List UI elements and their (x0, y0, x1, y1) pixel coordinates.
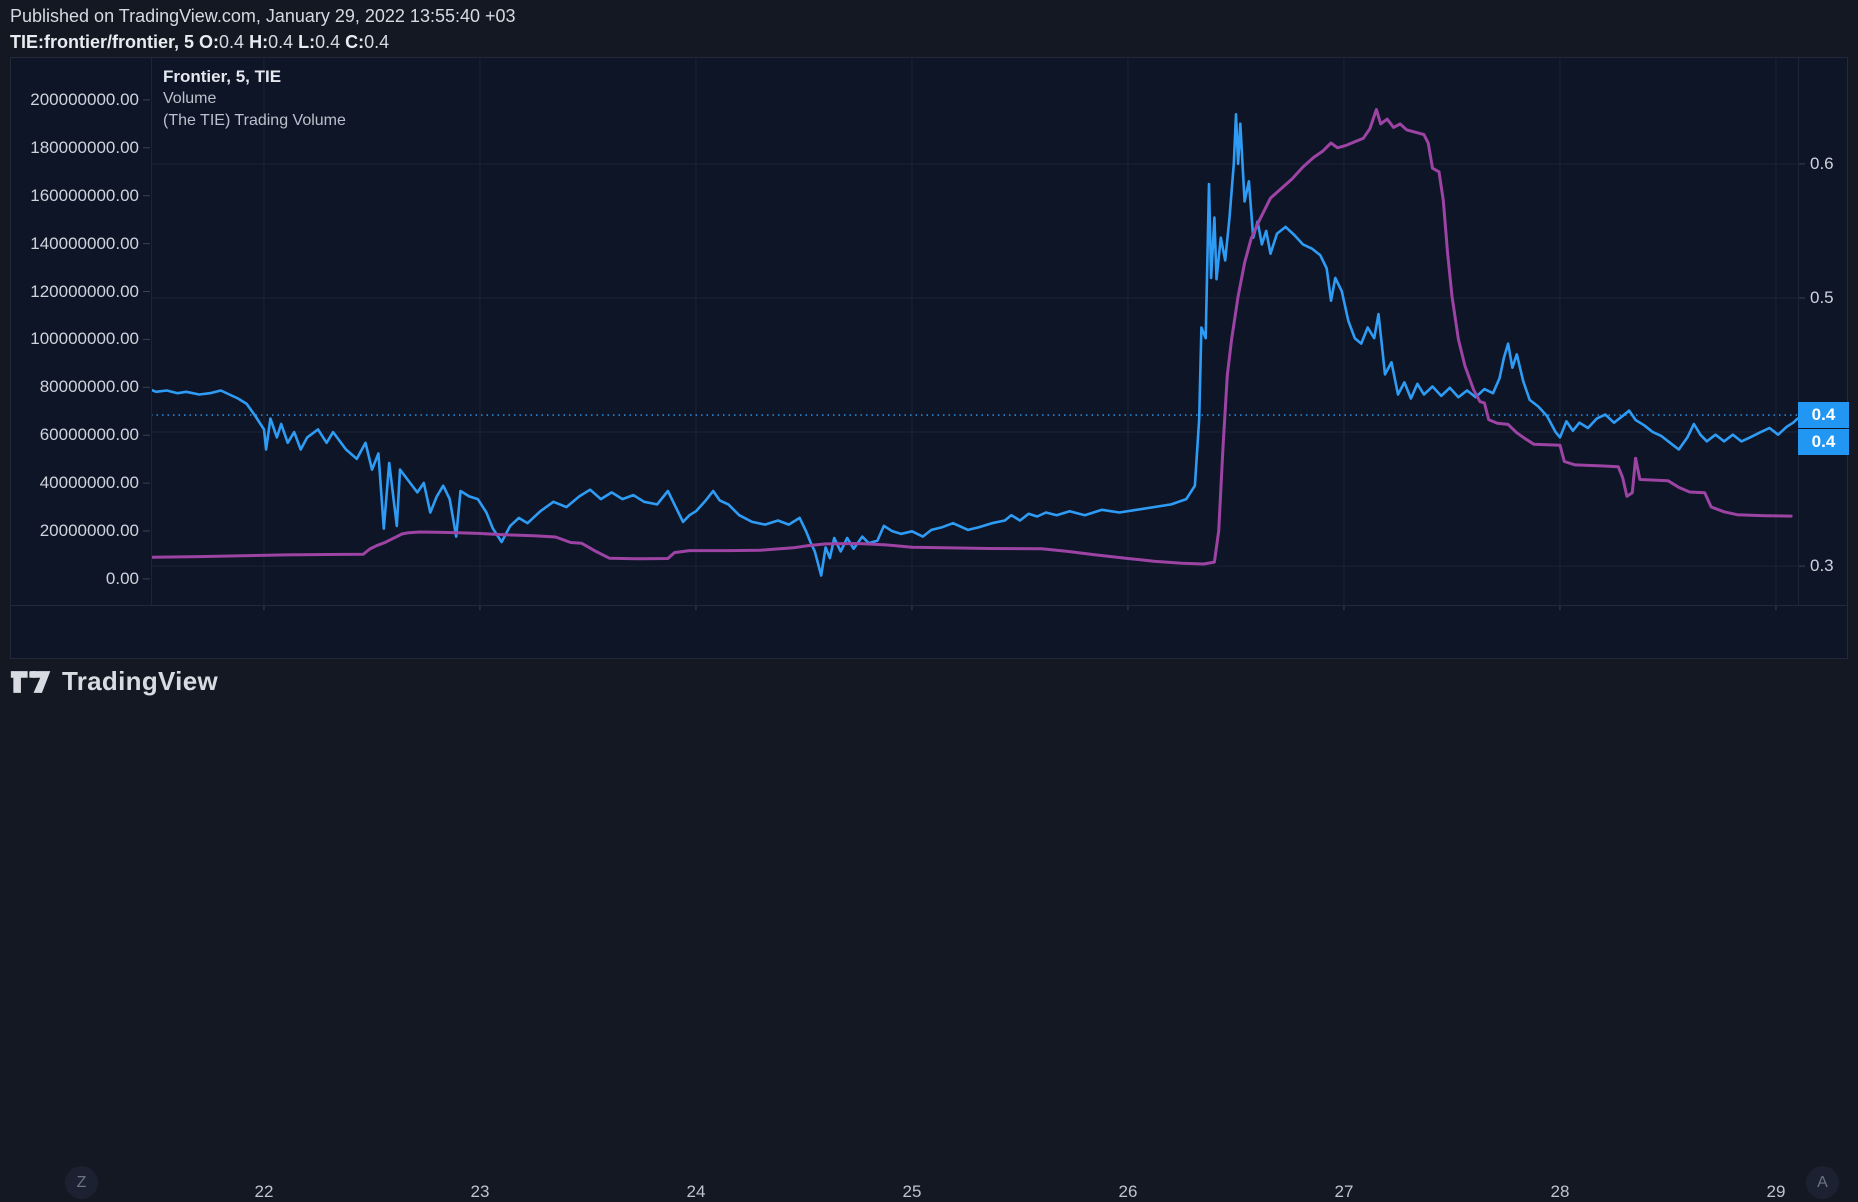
volume-axis-label: 0.00 (105, 568, 139, 588)
volume-axis-label: 100000000.00 (30, 329, 139, 349)
volume-axis-label: 160000000.00 (30, 185, 139, 205)
symbol-name: TIE:frontier/frontier, 5 (10, 32, 195, 52)
ohlc-value: 0.4 (268, 32, 294, 52)
ohlc-label: L: (293, 32, 316, 52)
volume-axis-label: 20000000.00 (39, 520, 139, 540)
volume-axis-label: 140000000.00 (30, 233, 139, 253)
legend-symbol-title[interactable]: Frontier, 5, TIE (163, 67, 282, 86)
time-axis-label: 28 (1550, 1182, 1570, 1201)
last-price-label-box: 0.4 (1798, 428, 1849, 455)
time-axis-label: 25 (902, 1182, 922, 1201)
price-axis-label: 0.5 (1810, 287, 1834, 307)
time-axis-label: 29 (1766, 1182, 1786, 1201)
ohlc-values: O:0.4 H:0.4 L:0.4 C:0.4 (199, 32, 389, 52)
time-axis-label: 22 (254, 1182, 274, 1201)
legend-tie-volume-label[interactable]: (The TIE) Trading Volume (163, 112, 346, 129)
symbol-ohlc-line: TIE:frontier/frontier, 5 O:0.4 H:0.4 L:0… (10, 32, 389, 53)
last-price-label-box: 0.4 (1798, 402, 1849, 429)
series-trading_volume_millions-line (151, 108, 1793, 566)
volume-axis-label: 80000000.00 (39, 377, 139, 397)
tradingview-logo-icon (10, 670, 51, 693)
right-scale-divider (1798, 58, 1799, 605)
chart-plot-area[interactable] (11, 58, 1849, 660)
volume-axis-label: 120000000.00 (30, 281, 139, 301)
legend-volume-label[interactable]: Volume (163, 90, 217, 107)
ohlc-label: C: (340, 32, 365, 52)
price-axis-label: 0.6 (1810, 153, 1834, 173)
volume-axis-label: 60000000.00 (39, 425, 139, 445)
series-price-line (151, 113, 1798, 577)
time-axis-label: 27 (1334, 1182, 1354, 1201)
published-chart-page: { "header": { "published_line": "Publish… (10, 6, 1849, 1201)
tradingview-wordmark: TradingView (62, 666, 218, 696)
published-timestamp: Published on TradingView.com, January 29… (10, 6, 516, 26)
time-axis-label: 23 (470, 1182, 490, 1201)
ohlc-label: O: (199, 32, 220, 52)
chart-legend: Frontier, 5, TIE Volume (The TIE) Tradin… (163, 66, 346, 132)
volume-axis-label: 200000000.00 (30, 89, 139, 109)
footer-brand[interactable]: TradingView (10, 666, 218, 697)
autoscale-button[interactable]: A (1806, 1166, 1839, 1199)
timezone-button[interactable]: Z (65, 1166, 98, 1199)
chart-widget: 200000000.00 180000000.00 160000000.00 1400… (10, 57, 1849, 1201)
ohlc-label: H: (244, 32, 269, 52)
time-axis-label: 26 (1118, 1182, 1138, 1201)
time-axis[interactable]: Z A 22 23 24 25 26 27 28 29 (11, 605, 1847, 1201)
left-scale-divider (151, 58, 152, 605)
ohlc-value: 0.4 (315, 32, 341, 52)
volume-axis-label: 180000000.00 (30, 137, 139, 157)
volume-axis-label: 40000000.00 (39, 473, 139, 493)
ohlc-value: 0.4 (219, 32, 245, 52)
time-axis-label: 24 (686, 1182, 706, 1201)
ohlc-value: 0.4 (364, 32, 390, 52)
price-axis-label: 0.3 (1810, 556, 1834, 576)
